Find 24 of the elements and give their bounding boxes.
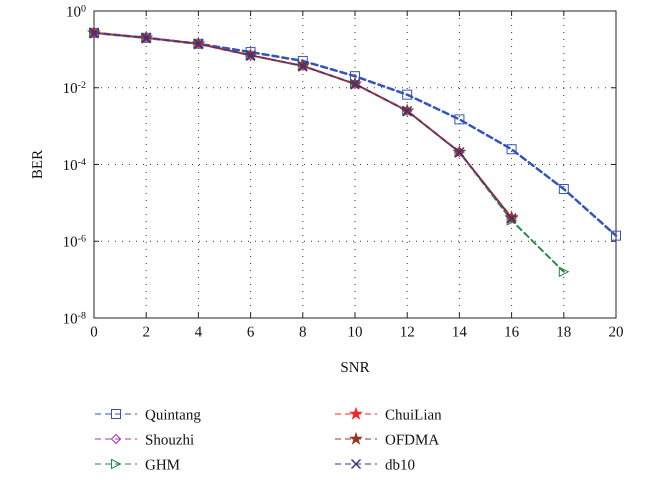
legend-label: GHM [145,457,180,474]
y-tick-label: 10$^{-4}$ [62,156,86,174]
y-tick-label: 10$^{-2}$ [62,80,86,97]
x-tick-label: 2 [142,324,150,341]
legend-label: Shouzhi [145,432,194,448]
y-tick-label: 10$^{-6}$ [62,233,86,250]
y-axis-title: BER [30,150,46,180]
y-tick-label: 10$^{-8}$ [62,310,86,328]
x-tick-label: 0 [90,324,98,341]
legend-label: ChuiLian [385,407,442,424]
x-tick-label: 4 [194,324,203,341]
y-tick-label: 10$^{0}$ [66,2,86,20]
x-tick-label: 14 [452,324,468,341]
x-tick-label: 20 [608,324,624,341]
x-tick-label: 16 [504,324,520,341]
x-tick-label: 12 [400,324,415,341]
x-axis-title: SNR [340,360,370,376]
legend-label: db10 [385,457,415,474]
legend-label: Quintang [145,407,202,424]
x-tick-label: 10 [348,324,362,341]
legend-label: OFDMA [385,432,440,448]
x-tick-label: 18 [556,324,572,341]
x-tick-label: 6 [246,324,255,341]
x-tick-label: 8 [299,324,307,341]
